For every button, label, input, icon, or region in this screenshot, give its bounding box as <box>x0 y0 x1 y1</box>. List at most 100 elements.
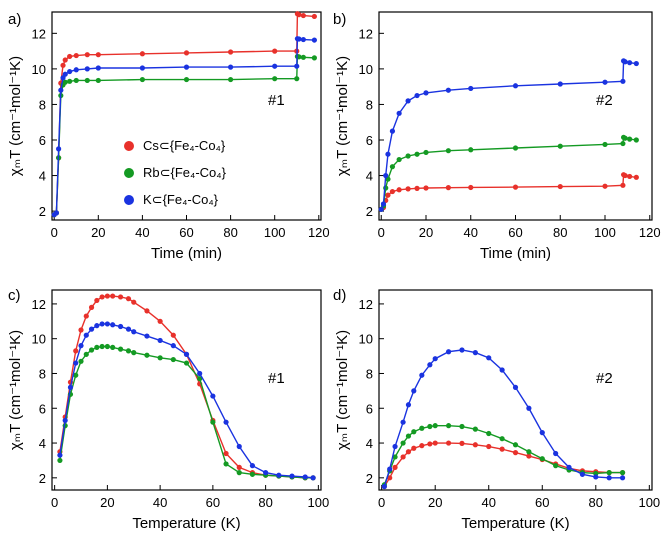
data-point-K <box>423 90 429 96</box>
data-point-Cs <box>60 62 66 68</box>
data-point-Cs <box>400 454 406 460</box>
data-point-Rb <box>117 346 124 352</box>
data-point-K <box>419 372 425 378</box>
data-point-Cs <box>62 57 68 63</box>
data-point-Cs <box>557 183 563 190</box>
series-line-Cs <box>59 295 314 479</box>
plot-frame <box>51 11 322 221</box>
data-point-K <box>432 356 438 362</box>
panel-label: c) <box>8 287 21 304</box>
legend-entry-K: K⊂{Fe₄-Co₄} <box>143 192 219 207</box>
data-point-K <box>380 201 387 207</box>
data-point-K <box>272 63 278 69</box>
series-Rb <box>381 423 626 488</box>
data-point-Cs <box>486 443 492 450</box>
data-point-K <box>223 419 229 425</box>
x-tick-label: 100 <box>594 225 616 240</box>
x-tick-label: 20 <box>91 225 105 240</box>
data-point-Cs <box>88 304 95 310</box>
data-point-K <box>579 471 586 477</box>
y-axis-label: χₘT (cm⁻¹mol⁻¹K) <box>334 56 351 176</box>
data-point-Rb <box>157 355 163 361</box>
x-tick-label: 60 <box>206 495 220 510</box>
data-point-Cs <box>139 51 146 57</box>
data-point-K <box>472 350 478 356</box>
data-point-Cs <box>223 450 229 457</box>
data-point-K <box>56 146 62 152</box>
data-point-K <box>553 450 559 457</box>
data-point-Rb <box>468 147 474 153</box>
data-point-Rb <box>392 454 398 460</box>
x-tick-label: 40 <box>482 495 496 510</box>
plot-frame <box>378 289 653 491</box>
data-point-Rb <box>99 343 105 350</box>
data-point-Cs <box>499 446 505 452</box>
data-point-Cs <box>392 464 398 470</box>
x-axis-label: Temperature (K) <box>461 515 569 532</box>
data-point-K <box>83 332 89 338</box>
data-point-Cs <box>117 294 124 300</box>
legend-entry-Cs: Cs⊂{Fe₄-Co₄} <box>143 138 226 153</box>
panel-annotation: #2 <box>596 92 613 109</box>
data-point-K <box>197 370 203 377</box>
x-tick-label: 60 <box>179 225 193 240</box>
data-point-K <box>486 355 492 361</box>
data-point-Rb <box>405 433 412 439</box>
y-tick-label: 10 <box>359 332 373 347</box>
y-axis-label: χₘT (cm⁻¹mol⁻¹K) <box>7 330 24 450</box>
data-point-K <box>73 360 79 366</box>
data-point-Rb <box>131 350 137 356</box>
x-tick-label: 40 <box>464 225 478 240</box>
data-point-K <box>606 475 612 481</box>
data-point-K <box>131 329 137 335</box>
x-tick-label: 0 <box>378 495 385 510</box>
y-tick-label: 6 <box>366 401 373 416</box>
y-tick-label: 12 <box>32 26 46 41</box>
data-point-K <box>512 384 519 390</box>
y-axis-label: χₘT (cm⁻¹mol⁻¹K) <box>334 330 351 450</box>
data-point-Rb <box>183 76 190 83</box>
data-point-Cs <box>73 348 79 354</box>
data-point-K <box>593 474 599 480</box>
data-point-K <box>296 36 302 42</box>
data-point-Cs <box>104 293 110 299</box>
series-Cs <box>378 172 639 212</box>
plot-frame <box>51 289 322 491</box>
data-point-K <box>396 110 402 116</box>
data-point-Cs <box>427 441 433 447</box>
data-point-K <box>57 452 63 458</box>
x-tick-label: 20 <box>100 495 114 510</box>
x-tick-label: 120 <box>639 225 661 240</box>
data-point-Rb <box>627 136 633 142</box>
data-point-Cs <box>99 294 105 300</box>
data-point-Cs <box>110 293 116 299</box>
data-point-Rb <box>272 76 278 82</box>
data-point-K <box>104 321 110 327</box>
data-point-Cs <box>423 185 429 191</box>
data-point-K <box>302 474 308 480</box>
data-point-Rb <box>486 430 492 437</box>
series-K <box>381 347 626 490</box>
y-tick-label: 4 <box>39 436 46 451</box>
data-point-Cs <box>387 475 393 481</box>
data-point-Cs <box>236 464 242 470</box>
panel-c: 0 20 40 60 80 100 2 4 6 8 10 12 Temperature (K) χₘT (… <box>7 287 329 532</box>
y-axis-label: χₘT (cm⁻¹mol⁻¹K) <box>7 56 24 176</box>
data-point-K <box>53 210 60 216</box>
data-point-K <box>236 443 242 450</box>
data-point-K <box>566 464 572 470</box>
series-Cs <box>381 440 626 490</box>
data-point-K <box>445 87 451 93</box>
data-point-Cs <box>396 187 402 193</box>
data-point-K <box>557 81 563 87</box>
y-tick-label: 4 <box>39 169 46 184</box>
y-tick-label: 8 <box>366 366 373 381</box>
y-tick-label: 6 <box>366 133 373 148</box>
data-point-K <box>387 466 393 472</box>
data-point-K <box>526 405 532 411</box>
data-point-Rb <box>95 77 101 84</box>
data-point-Rb <box>83 351 89 357</box>
y-tick-label: 12 <box>32 297 46 312</box>
data-point-K <box>110 322 116 328</box>
data-point-Rb <box>88 347 95 353</box>
